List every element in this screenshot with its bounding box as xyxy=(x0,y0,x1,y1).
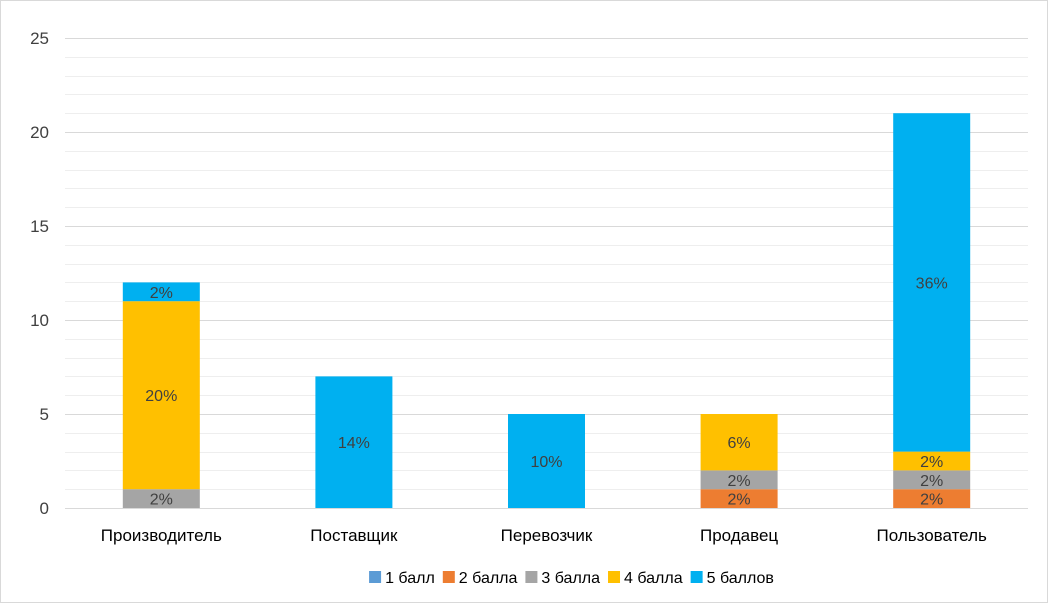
x-category-label: Пользователь xyxy=(877,526,987,545)
x-category-label: Производитель xyxy=(101,526,222,545)
bar-segment xyxy=(893,489,971,508)
y-tick-label: 5 xyxy=(40,405,49,424)
bar-segment xyxy=(122,489,200,508)
bar-segment xyxy=(508,414,585,508)
y-tick-label: 15 xyxy=(30,217,49,236)
legend-label: 3 балла xyxy=(541,570,600,587)
x-axis-categories: Производитель Поставщик Перевозчик Продавец… xyxy=(101,526,987,545)
bar-segment xyxy=(893,470,971,490)
legend-swatch xyxy=(690,571,703,583)
bar-segment xyxy=(893,451,971,471)
data-labels: 2% 20% 2% 14% 10% 2% 2% 6% 2% 2% 2% 36% xyxy=(145,275,947,508)
data-label: 2% xyxy=(920,473,943,490)
data-label: 2% xyxy=(728,492,751,509)
legend-label: 5 баллов xyxy=(707,570,774,587)
data-label: 20% xyxy=(145,388,177,405)
data-label: 36% xyxy=(916,275,948,292)
bar-segment xyxy=(122,301,200,490)
legend-item: 5 баллов xyxy=(690,570,774,587)
y-axis-ticks: 0 5 10 15 20 25 xyxy=(30,29,49,518)
legend-item: 3 балла xyxy=(525,570,600,587)
data-label: 6% xyxy=(728,435,751,452)
x-category-label: Поставщик xyxy=(310,526,398,545)
bar-segment xyxy=(700,489,778,508)
legend-label: 4 балла xyxy=(624,570,683,587)
bar-segment xyxy=(700,470,778,490)
data-label: 2% xyxy=(150,492,173,509)
y-tick-label: 25 xyxy=(30,29,49,48)
x-category-label: Продавец xyxy=(700,526,778,545)
bar-segment xyxy=(893,113,971,452)
y-tick-label: 0 xyxy=(40,499,49,518)
y-tick-label: 10 xyxy=(30,311,49,330)
legend-label: 2 балла xyxy=(459,570,518,587)
bar-segment xyxy=(315,376,393,508)
legend-item: 1 балл xyxy=(369,570,435,587)
legend-item: 4 балла xyxy=(608,570,683,587)
legend-swatch xyxy=(369,571,382,583)
legend-label: 1 балл xyxy=(385,570,435,587)
legend-swatch xyxy=(608,571,621,583)
data-label: 2% xyxy=(150,285,173,302)
legend-item: 2 балла xyxy=(442,570,518,587)
gridlines xyxy=(65,38,1028,509)
data-label: 2% xyxy=(920,454,943,471)
x-category-label: Перевозчик xyxy=(501,526,593,545)
legend-swatch xyxy=(525,571,538,583)
legend-swatch xyxy=(442,571,455,583)
data-label: 2% xyxy=(728,473,751,490)
bars xyxy=(122,113,971,508)
data-label: 10% xyxy=(530,454,562,471)
y-tick-label: 20 xyxy=(30,123,49,142)
bar-segment xyxy=(122,282,200,302)
data-label: 2% xyxy=(920,492,943,509)
data-label: 14% xyxy=(338,435,370,452)
legend: 1 балл 2 балла 3 балла 4 балла 5 баллов xyxy=(369,570,774,587)
bar-segment xyxy=(700,414,778,471)
